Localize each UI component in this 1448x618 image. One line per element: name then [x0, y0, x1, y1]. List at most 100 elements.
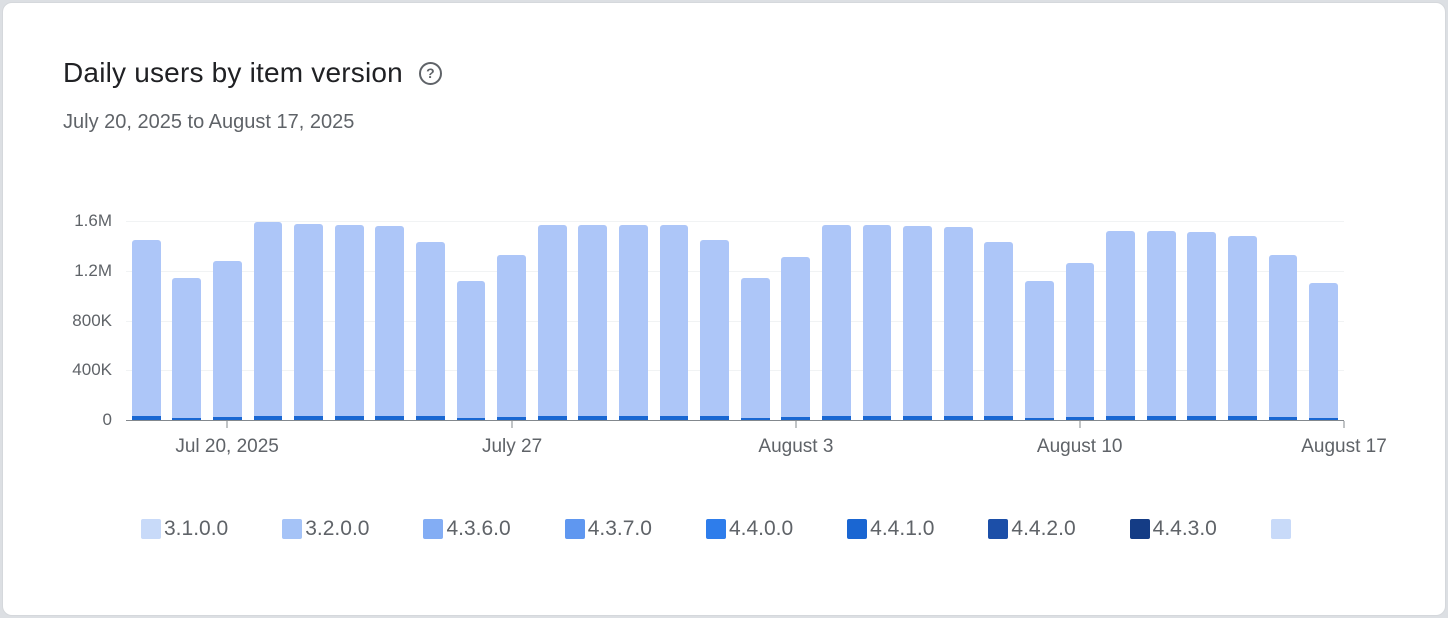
bar[interactable]: [1268, 254, 1298, 420]
y-axis-label: 800K: [72, 310, 112, 330]
bar[interactable]: [497, 254, 527, 420]
x-axis: Jul 20, 2025 July 27 August 3 August 10 Augu…: [126, 420, 1387, 480]
legend-item: 4.3.7.0: [564, 517, 652, 541]
bar-slot: [410, 242, 451, 420]
bar[interactable]: [740, 278, 770, 420]
legend-item: 3.2.0.0: [282, 517, 369, 541]
help-icon[interactable]: ?: [418, 61, 442, 85]
bar[interactable]: [1227, 235, 1257, 420]
bar-slot: [1100, 230, 1141, 420]
bar-segment-main: [1024, 280, 1054, 418]
bar[interactable]: [1106, 230, 1135, 420]
bar-segment-bottom: [537, 416, 567, 420]
legend-item: 4.3.6.0: [423, 517, 511, 541]
bar-segment-bottom: [1106, 416, 1135, 420]
bar-slot: [451, 280, 492, 420]
bar[interactable]: [1024, 280, 1054, 420]
chart-legend[interactable]: 3.1.0.0 3.2.0.0 4.3.6.0 4.3.7.0 4.4.0.0 4.4.1…: [141, 514, 1353, 544]
bar[interactable]: [1065, 263, 1095, 420]
bar-slot: [1222, 235, 1263, 420]
bar-slot: [1303, 283, 1344, 420]
legend-swatch: [141, 519, 161, 539]
bar-slot: [694, 239, 735, 420]
bar[interactable]: [456, 280, 486, 420]
y-axis-label: 0: [102, 410, 112, 429]
legend-label: 3.2.0.0: [305, 517, 370, 540]
x-tick-mark: [511, 421, 513, 428]
bar-segment-bottom: [375, 416, 405, 420]
x-tick-label: August 17: [1301, 436, 1387, 457]
bar-slot: [167, 278, 208, 420]
bar[interactable]: [375, 226, 405, 420]
bar[interactable]: [659, 224, 689, 420]
bar-slot: [1263, 254, 1304, 420]
bar-segment-main: [1268, 254, 1298, 417]
bar-segment-main: [416, 242, 445, 417]
bar[interactable]: [862, 224, 892, 420]
bar-segment-main: [943, 227, 973, 417]
bar-segment-main: [821, 224, 851, 417]
chart-title: Daily users by item version: [63, 57, 403, 88]
bar[interactable]: [172, 278, 202, 420]
bar-slot: [491, 254, 532, 420]
bar-slot: [938, 227, 979, 420]
bar-segment-main: [700, 239, 730, 417]
bar-segment-bottom: [619, 416, 648, 420]
bar[interactable]: [984, 242, 1014, 420]
bar[interactable]: [294, 223, 324, 420]
bar[interactable]: [700, 239, 730, 420]
legend-swatch: [1129, 519, 1150, 539]
legend-swatch: [847, 519, 868, 539]
bar[interactable]: [1309, 283, 1338, 420]
bar[interactable]: [619, 224, 648, 420]
bar-slot: [816, 224, 857, 420]
bar-segment-main: [1309, 283, 1338, 418]
bar[interactable]: [903, 226, 932, 420]
bar[interactable]: [213, 260, 242, 420]
bar-segment-bottom: [1065, 416, 1095, 420]
bar[interactable]: [578, 224, 608, 420]
bar[interactable]: [416, 242, 445, 420]
legend-swatch: [564, 519, 585, 539]
legend-swatch: [705, 519, 726, 539]
bar-slot: [654, 224, 695, 420]
bar-segment-bottom: [1227, 416, 1257, 420]
bar[interactable]: [334, 224, 364, 420]
legend-label: 4.4.1.0: [870, 517, 935, 540]
x-tick-label: Jul 20, 2025: [175, 436, 279, 457]
x-tick-label: August 3: [758, 436, 834, 457]
bar-segment-main: [1065, 263, 1095, 417]
bar-slot: [613, 224, 654, 420]
bar-segment-main: [497, 254, 527, 417]
bar[interactable]: [781, 257, 811, 420]
bar-slot: [1141, 230, 1182, 420]
bar-segment-bottom: [334, 416, 364, 420]
bar-segment-bottom: [781, 416, 811, 420]
gridline: [126, 221, 1344, 222]
legend-swatch: [423, 519, 444, 539]
bar[interactable]: [1187, 232, 1217, 420]
plot-area: [126, 221, 1344, 421]
bar-segment-bottom: [943, 416, 973, 420]
bar-segment-main: [862, 224, 892, 417]
bar-segment-main: [578, 224, 608, 417]
y-axis-label: 400K: [72, 360, 112, 380]
bar-slot: [248, 222, 289, 420]
bar[interactable]: [943, 227, 973, 420]
bar[interactable]: [537, 224, 567, 420]
legend-swatch: [988, 519, 1009, 539]
bar-segment-bottom: [416, 416, 445, 420]
bar-segment-bottom: [1187, 416, 1217, 420]
bar-segment-main: [984, 242, 1014, 417]
bar[interactable]: [131, 239, 161, 420]
bar[interactable]: [821, 224, 851, 420]
bars-container: [126, 221, 1344, 420]
bar-segment-bottom: [294, 416, 324, 420]
legend-label: 4.3.7.0: [587, 517, 652, 540]
bar-slot: [1181, 232, 1222, 420]
bar-segment-bottom: [253, 416, 283, 420]
bar[interactable]: [253, 222, 283, 420]
bar-segment-bottom: [903, 416, 932, 420]
legend-label: 4.3.6.0: [446, 517, 511, 540]
bar[interactable]: [1146, 230, 1176, 420]
